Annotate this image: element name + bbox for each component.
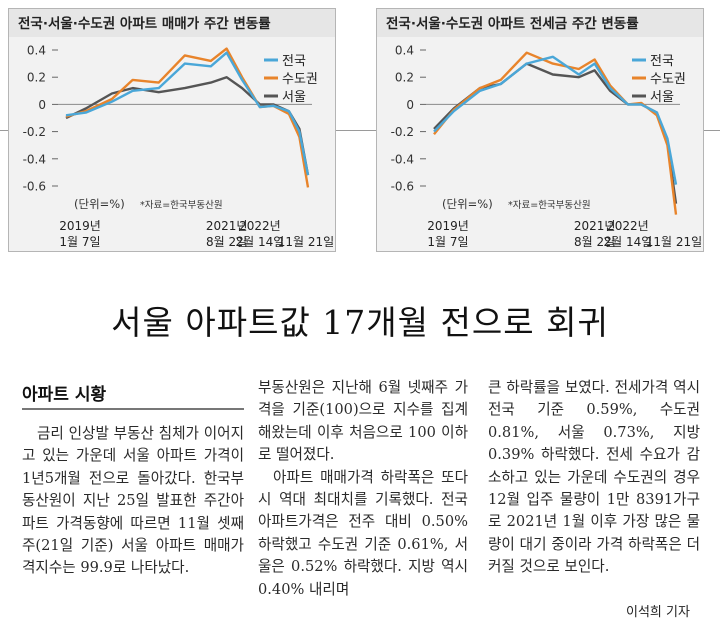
series-line-수도권 — [65, 47, 310, 188]
jeonse-price-chart: 전국·서울·수도권 아파트 전세금 주간 변동률 0.4 0.2 0 -0.2 -0.4 -… — [376, 8, 704, 252]
x-label-band — [377, 215, 703, 251]
chart-title: 전국·서울·수도권 아파트 매매가 주간 변동률 — [18, 15, 271, 32]
article-column-2: 부동산원은 지난해 6월 넷째주 가격을 기준(100)으로 지수를 집계해왔는… — [258, 377, 468, 601]
byline: 이석희 기자 — [626, 605, 690, 620]
chart-title-bar — [9, 9, 335, 37]
unit-note: (단위=%) — [442, 197, 493, 211]
legend-label: 서울 — [282, 90, 306, 105]
article-column-3: 큰 하락률을 보였다. 전세가격 역시 전국 기준 0.59%, 수도권 0.8… — [488, 377, 700, 579]
x-label-line1: 2021년 — [206, 219, 248, 233]
article-column-1: 금리 인상발 부동산 침체가 이어지고 있는 가운데 서울 아파트 가격이 1년… — [22, 423, 244, 580]
y-tick-label: 0.4 — [395, 44, 414, 58]
section-heading: 아파트 시황 — [22, 385, 107, 405]
article-paragraph: 아파트 매매가격 하락폭은 또다시 역대 최대치를 기록했다. 전국 아파트가격… — [258, 468, 468, 598]
y-tick-label: 0 — [38, 98, 46, 112]
y-tick-label: -0.6 — [391, 180, 414, 194]
y-tick-label: -0.4 — [391, 152, 414, 166]
legend-label: 수도권 — [282, 72, 318, 87]
sale-price-chart: 전국·서울·수도권 아파트 매매가 주간 변동률 0.4 0.2 0 -0.2 -0.4 -… — [8, 8, 336, 252]
divider-right — [704, 130, 720, 131]
section-rule — [22, 408, 244, 410]
y-tick-label: 0.2 — [395, 71, 414, 85]
source-note: *자료=한국부동산원 — [140, 200, 223, 211]
y-tick-label: 0.4 — [27, 44, 46, 58]
x-label-line1: 2019년 — [427, 219, 469, 233]
article-paragraph: 금리 인상발 부동산 침체가 이어지고 있는 가운데 서울 아파트 가격이 1년… — [22, 425, 244, 577]
y-tick-label: 0.2 — [27, 71, 46, 85]
x-label-line1: 2022년 — [239, 219, 281, 233]
series-line-전국 — [65, 51, 310, 176]
x-label-line1: 2021년 — [574, 219, 616, 233]
legend-label: 수도권 — [650, 72, 686, 87]
y-tick-label: -0.4 — [23, 152, 46, 166]
chart-svg: 전국·서울·수도권 아파트 전세금 주간 변동률 0.4 0.2 0 -0.2 -0.4 -… — [376, 8, 704, 252]
divider-left — [0, 130, 8, 131]
x-label-line2: 8월 2일 — [574, 235, 615, 249]
article-paragraph: 큰 하락률을 보였다. 전세가격 역시 전국 기준 0.59%, 수도권 0.8… — [488, 379, 700, 576]
x-label-line2: 1월 7일 — [59, 235, 100, 249]
article-paragraph: 부동산원은 지난해 6월 넷째주 가격을 기준(100)으로 지수를 집계해왔는… — [258, 379, 468, 464]
unit-note: (단위=%) — [74, 197, 125, 211]
x-label-line2: 2월 14일 — [604, 235, 653, 249]
chart-title-bar — [377, 9, 703, 37]
x-label-line1: 2022년 — [607, 219, 649, 233]
y-tick-label: -0.2 — [391, 125, 414, 139]
x-label-band — [9, 215, 335, 251]
headline: 서울 아파트값 17개월 전으로 회귀 — [111, 303, 609, 342]
legend-label: 서울 — [650, 90, 674, 105]
y-tick-label: 0 — [406, 98, 414, 112]
x-label-line2: 11월 21일 — [278, 235, 334, 249]
legend-label: 전국 — [282, 54, 306, 69]
x-label-line1: 2019년 — [59, 219, 101, 233]
x-label-line2: 8월 2일 — [206, 235, 247, 249]
chart-title: 전국·서울·수도권 아파트 전세금 주간 변동률 — [386, 15, 639, 32]
source-note: *자료=한국부동산원 — [508, 200, 591, 211]
chart-svg: 전국·서울·수도권 아파트 매매가 주간 변동률 0.4 0.2 0 -0.2 -0.4 -… — [8, 8, 336, 252]
legend-label: 전국 — [650, 54, 674, 69]
x-label-line2: 11월 21일 — [646, 235, 702, 249]
series-line-전국 — [433, 55, 678, 185]
x-label-line2: 1월 7일 — [427, 235, 468, 249]
series-line-수도권 — [433, 51, 678, 215]
y-tick-label: -0.6 — [23, 180, 46, 194]
x-label-line2: 2월 14일 — [236, 235, 285, 249]
y-tick-label: -0.2 — [23, 125, 46, 139]
plot-background — [377, 37, 703, 215]
plot-background — [9, 37, 335, 215]
divider-middle — [336, 130, 376, 131]
